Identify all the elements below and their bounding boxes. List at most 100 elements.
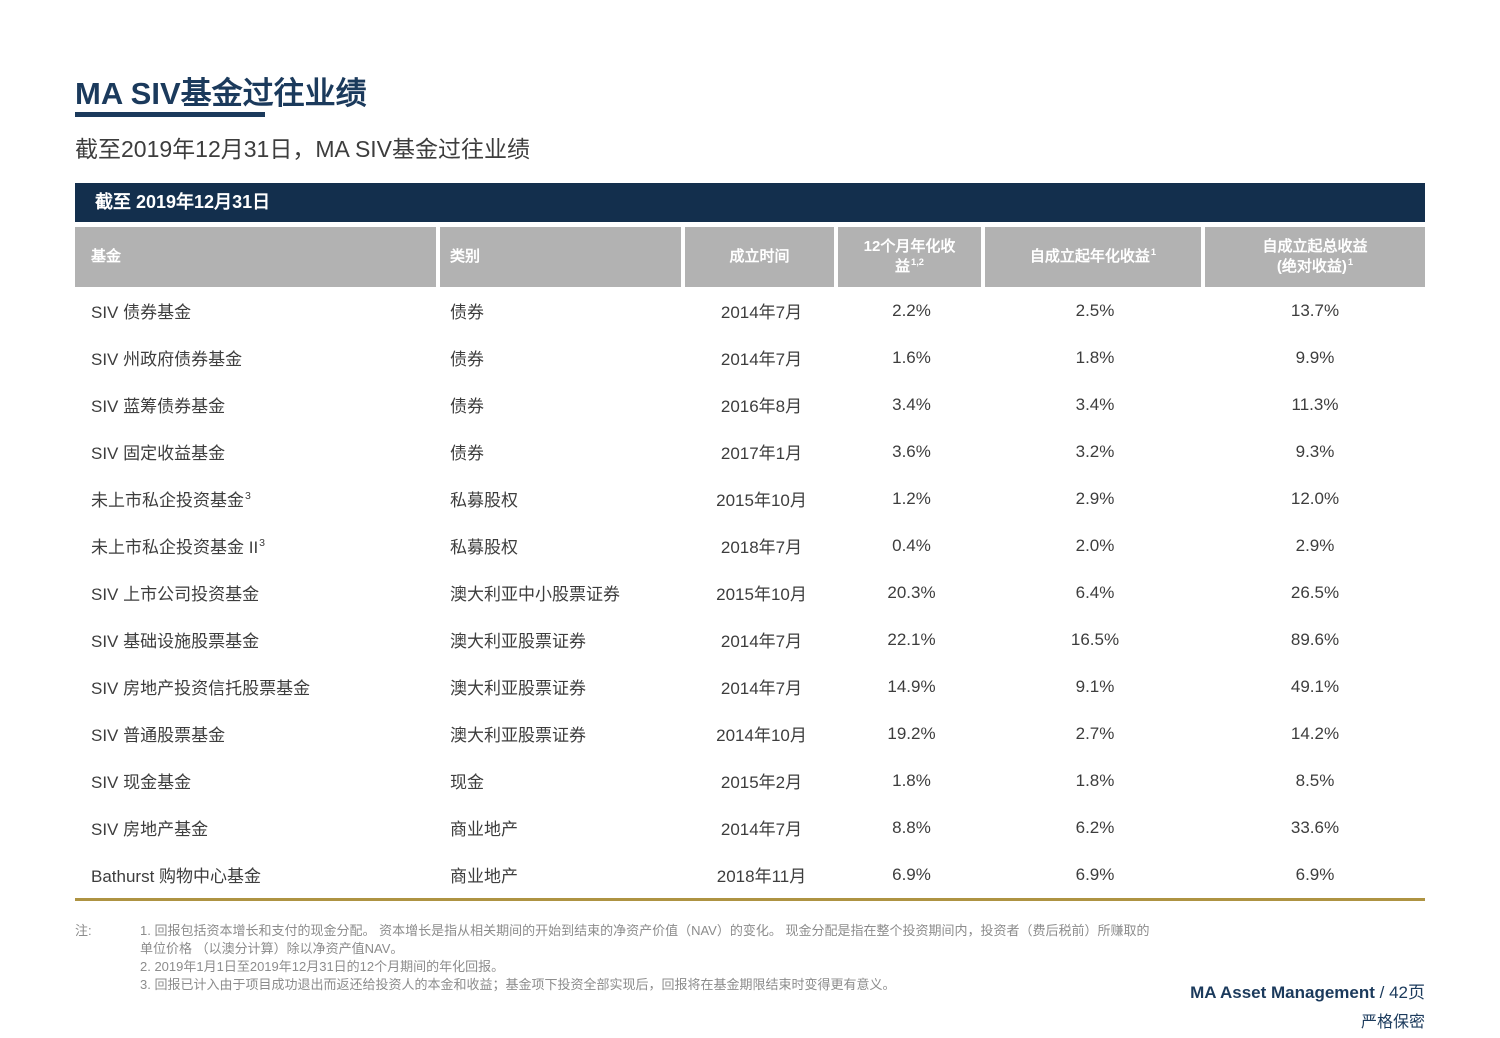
fund-category: 债券 xyxy=(450,397,484,416)
fund-category: 私募股权 xyxy=(450,538,518,557)
table-row: SIV 债券基金 债券 2014年7月 2.2% 2.5% 13.7% xyxy=(75,287,1425,334)
footnote-line: 单位价格 （以澳分计算）除以净资产值NAV。 xyxy=(140,941,404,956)
fund-category: 私募股权 xyxy=(450,491,518,510)
table-row: SIV 蓝筹债券基金 债券 2016年8月 3.4% 3.4% 11.3% xyxy=(75,381,1425,428)
inception-date: 2014年7月 xyxy=(720,820,803,839)
return-annualized-since-inception: 2.7% xyxy=(1075,723,1115,743)
inception-date: 2014年7月 xyxy=(720,632,803,651)
inception-date: 2018年11月 xyxy=(716,867,807,886)
return-total-since-inception: 49.1% xyxy=(1290,676,1340,696)
return-annualized-since-inception: 16.5% xyxy=(1070,629,1120,649)
return-annualized-since-inception: 1.8% xyxy=(1075,770,1115,790)
return-annualized-since-inception: 6.4% xyxy=(1075,582,1115,602)
return-total-since-inception: 13.7% xyxy=(1290,300,1340,320)
footnote-line: 1. 回报包括资本增长和支付的现金分配。 资本增长是指从相关期间的开始到结束的净… xyxy=(140,923,1150,938)
footnotes-body: 1. 回报包括资本增长和支付的现金分配。 资本增长是指从相关期间的开始到结束的净… xyxy=(140,922,1149,994)
table-row: SIV 基础设施股票基金 澳大利亚股票证券 2014年7月 22.1% 16.5% 89.… xyxy=(75,616,1425,663)
fund-name: SIV 基础设施股票基金 xyxy=(91,632,260,651)
fund-category: 债券 xyxy=(450,350,484,369)
fund-name: 未上市私企投资基金3 xyxy=(91,490,251,510)
footnotes: 注: 1. 回报包括资本增长和支付的现金分配。 资本增长是指从相关期间的开始到结… xyxy=(75,922,1275,994)
fund-name: SIV 房地产基金 xyxy=(91,820,209,839)
fund-name: Bathurst 购物中心基金 xyxy=(91,867,262,886)
fund-category: 商业地产 xyxy=(450,867,518,886)
fund-name: SIV 现金基金 xyxy=(91,773,192,792)
footnote-line: 2. 2019年1月1日至2019年12月31日的12个月期间的年化回报。 xyxy=(140,959,505,974)
footnote-line: 3. 回报已计入由于项目成功退出而返还给投资人的本金和收益；基金项下投资全部实现… xyxy=(140,977,896,992)
table-row: SIV 现金基金 现金 2015年2月 1.8% 1.8% 8.5% xyxy=(75,757,1425,804)
return-12m-annualized: 19.2% xyxy=(887,723,936,743)
table-row: 未上市私企投资基金3 私募股权 2015年10月 1.2% 2.9% 12.0% xyxy=(75,475,1425,522)
performance-table: 截至 2019年12月31日 基金 类别 成立时间 12个月年化收 益1,2 自成立起年… xyxy=(75,183,1425,901)
return-12m-annualized: 1.6% xyxy=(892,347,931,367)
table-row: 未上市私企投资基金 II3 私募股权 2018年7月 0.4% 2.0% 2.9% xyxy=(75,522,1425,569)
inception-date: 2014年7月 xyxy=(720,350,803,369)
fund-category: 澳大利亚中小股票证券 xyxy=(450,585,620,604)
return-annualized-since-inception: 1.8% xyxy=(1075,347,1115,367)
inception-date: 2018年7月 xyxy=(720,538,803,557)
return-annualized-since-inception: 3.4% xyxy=(1075,394,1115,414)
fund-category: 商业地产 xyxy=(450,820,518,839)
table-row: SIV 普通股票基金 澳大利亚股票证券 2014年10月 19.2% 2.7% 14.2% xyxy=(75,710,1425,757)
fund-category: 澳大利亚股票证券 xyxy=(450,632,586,651)
page-subtitle: 截至2019年12月31日，MA SIV基金过往业绩 xyxy=(75,136,531,162)
return-total-since-inception: 6.9% xyxy=(1295,864,1335,884)
return-12m-annualized: 2.2% xyxy=(892,300,931,320)
return-12m-annualized: 22.1% xyxy=(887,629,936,649)
footer-brand-line: MA Asset Management / 42页 xyxy=(1190,978,1425,1003)
table-header-row: 基金 类别 成立时间 12个月年化收 益1,2 自成立起年化收益1 自成立起总收益 (绝对… xyxy=(75,227,1425,287)
inception-date: 2015年10月 xyxy=(716,491,807,510)
footer-confidential: 严格保密 xyxy=(1360,1014,1425,1031)
column-header: 成立时间 xyxy=(685,227,838,287)
fund-name: SIV 普通股票基金 xyxy=(91,726,226,745)
return-total-since-inception: 12.0% xyxy=(1290,488,1340,508)
return-annualized-since-inception: 6.9% xyxy=(1075,864,1115,884)
fund-name: SIV 债券基金 xyxy=(91,303,192,322)
fund-category: 债券 xyxy=(450,444,484,463)
return-annualized-since-inception: 2.5% xyxy=(1075,300,1115,320)
inception-date: 2017年1月 xyxy=(720,444,803,463)
fund-category: 澳大利亚股票证券 xyxy=(450,726,586,745)
return-total-since-inception: 9.3% xyxy=(1295,441,1335,461)
return-total-since-inception: 8.5% xyxy=(1295,770,1335,790)
return-annualized-since-inception: 3.2% xyxy=(1075,441,1115,461)
inception-date: 2014年7月 xyxy=(720,679,803,698)
footer-page-number: / 42页 xyxy=(1374,983,1425,1002)
table-row: Bathurst 购物中心基金 商业地产 2018年11月 6.9% 6.9% 6.9% xyxy=(75,851,1425,898)
column-header: 自成立起年化收益1 xyxy=(985,227,1205,287)
return-annualized-since-inception: 6.2% xyxy=(1075,817,1115,837)
fund-category: 澳大利亚股票证券 xyxy=(450,679,586,698)
return-12m-annualized: 14.9% xyxy=(887,676,936,696)
return-total-since-inception: 89.6% xyxy=(1290,629,1340,649)
title-underline xyxy=(75,112,265,117)
table-row: SIV 上市公司投资基金 澳大利亚中小股票证券 2015年10月 20.3% 6.4% 2… xyxy=(75,569,1425,616)
fund-name: SIV 蓝筹债券基金 xyxy=(91,397,226,416)
inception-date: 2014年7月 xyxy=(720,303,803,322)
return-total-since-inception: 26.5% xyxy=(1290,582,1340,602)
table-row: SIV 房地产投资信托股票基金 澳大利亚股票证券 2014年7月 14.9% 9.1% 4… xyxy=(75,663,1425,710)
table-banner: 截至 2019年12月31日 xyxy=(75,183,1425,222)
page-footer: MA Asset Management / 42页 严格保密 xyxy=(1190,978,1425,1032)
table-row: SIV 州政府债券基金 债券 2014年7月 1.6% 1.8% 9.9% xyxy=(75,334,1425,381)
table-row: SIV 固定收益基金 债券 2017年1月 3.6% 3.2% 9.3% xyxy=(75,428,1425,475)
inception-date: 2015年2月 xyxy=(720,773,803,792)
return-total-since-inception: 33.6% xyxy=(1290,817,1340,837)
return-12m-annualized: 20.3% xyxy=(887,582,936,602)
table-bottom-rule xyxy=(75,898,1425,901)
fund-name: SIV 上市公司投资基金 xyxy=(91,585,260,604)
return-total-since-inception: 2.9% xyxy=(1295,535,1335,555)
table-body: SIV 债券基金 债券 2014年7月 2.2% 2.5% 13.7% SIV 州政府债券基… xyxy=(75,287,1425,898)
return-total-since-inception: 11.3% xyxy=(1291,394,1339,414)
return-total-since-inception: 14.2% xyxy=(1290,723,1340,743)
column-header: 12个月年化收 益1,2 xyxy=(838,227,985,287)
return-annualized-since-inception: 2.9% xyxy=(1075,488,1115,508)
fund-category: 债券 xyxy=(450,303,484,322)
fund-name: SIV 固定收益基金 xyxy=(91,444,226,463)
fund-name: SIV 州政府债券基金 xyxy=(91,350,243,369)
return-12m-annualized: 8.8% xyxy=(892,817,931,837)
return-total-since-inception: 9.9% xyxy=(1295,347,1335,367)
page-title: MA SIV基金过往业绩 xyxy=(75,76,367,111)
return-annualized-since-inception: 9.1% xyxy=(1075,676,1115,696)
return-12m-annualized: 0.4% xyxy=(892,535,931,555)
